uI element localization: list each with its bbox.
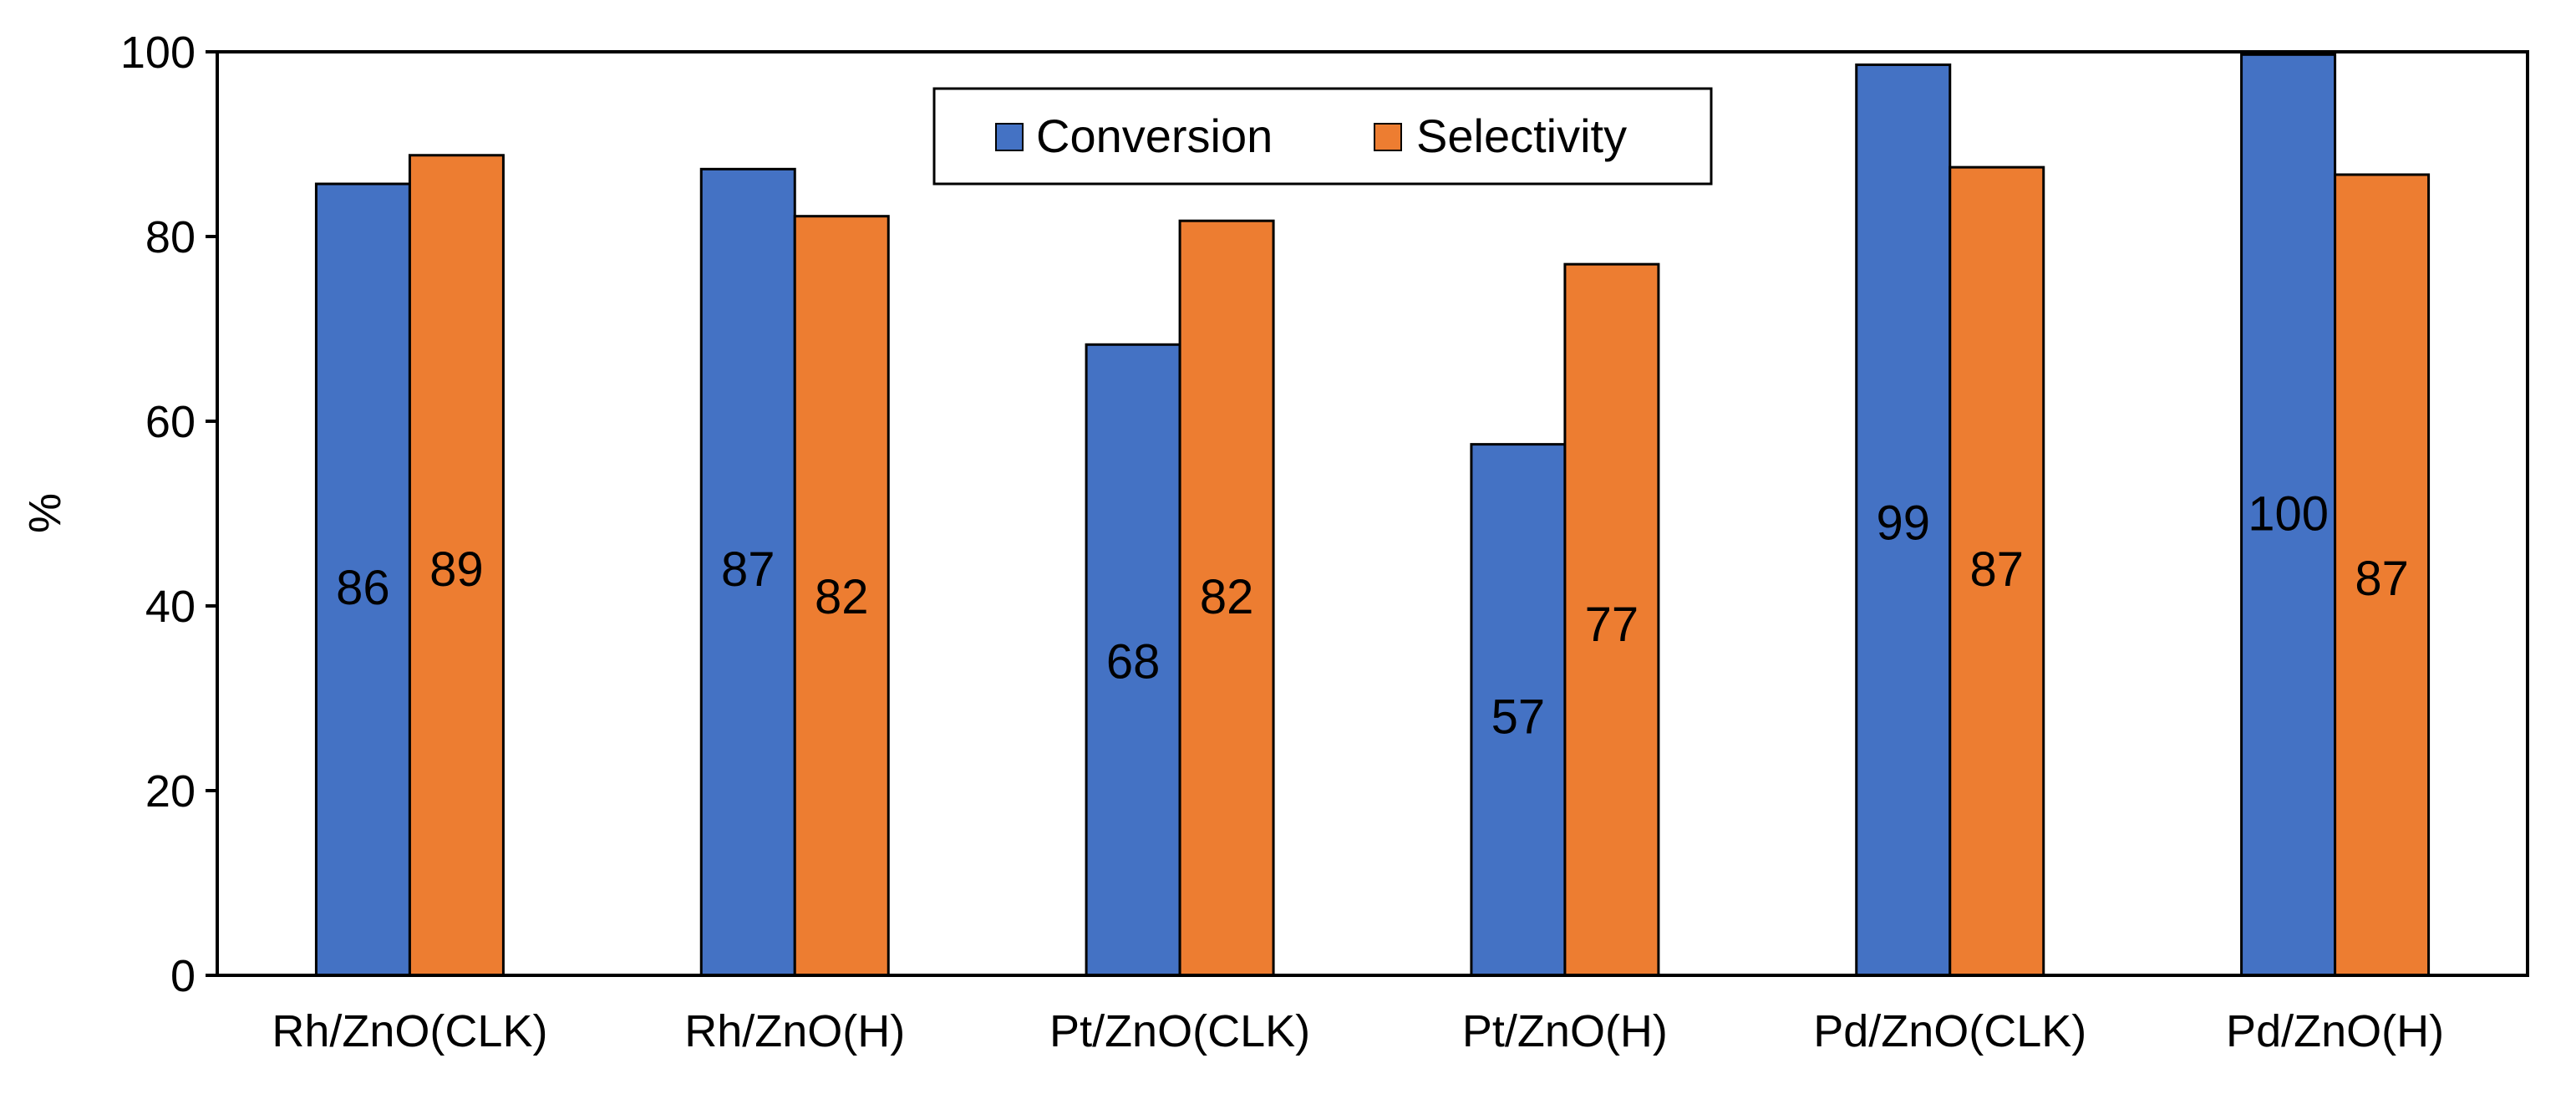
y-tick-label: 80 [145,212,196,262]
y-tick-label: 60 [145,397,196,447]
bar-selectivity-rh-zno-h [793,215,890,977]
category-label: Rh/ZnO(H) [684,1006,905,1056]
bar-selectivity-pd-zno-h [2334,173,2431,977]
legend-swatch-selectivity [1374,123,1402,151]
bar-conversion-pt-zno-h [1470,443,1567,977]
data-label-conversion-rh-zno-h: 87 [721,542,775,597]
legend-swatch-conversion [995,123,1024,151]
category-label: Rh/ZnO(CLK) [272,1006,547,1056]
data-label-selectivity-pt-zno-clk: 82 [1200,570,1254,624]
data-labels: 86 89 87 82 68 82 57 77 99 87 100 87 [336,487,2409,745]
category-label: Pt/ZnO(CLK) [1049,1006,1310,1056]
y-tick-label: 40 [145,582,196,632]
y-tick-label: 100 [120,28,196,78]
bar-selectivity-pt-zno-clk [1178,219,1275,977]
y-axis-ticks: 0 20 40 60 80 100 [120,28,217,1001]
bar-selectivity-pd-zno-clk [1949,165,2045,977]
data-label-conversion-pt-zno-clk: 68 [1106,634,1161,689]
data-label-conversion-pt-zno-h: 57 [1491,690,1546,745]
data-label-selectivity-pt-zno-h: 77 [1585,598,1639,652]
y-tick-label: 0 [170,951,196,1001]
data-label-selectivity-rh-zno-h: 82 [815,570,869,624]
data-label-conversion-pd-zno-h: 100 [2248,487,2329,542]
category-label: Pt/ZnO(H) [1462,1006,1668,1056]
category-label: Pd/ZnO(H) [2226,1006,2444,1056]
legend-box [932,87,1713,186]
y-tick-label: 20 [145,766,196,817]
bar-selectivity-rh-zno-clk [408,154,505,977]
legend: Conversion Selectivity [932,87,1713,186]
bar-conversion-pd-zno-h [2240,53,2337,977]
plot-frame [216,50,2529,977]
bars [314,53,2431,977]
data-label-conversion-rh-zno-clk: 86 [336,561,390,615]
category-label: Pd/ZnO(CLK) [1813,1006,2086,1056]
legend-label-selectivity: Selectivity [1416,109,1627,162]
data-label-selectivity-rh-zno-clk: 89 [429,542,484,597]
data-label-selectivity-pd-zno-clk: 87 [1969,542,2024,597]
legend-label-conversion: Conversion [1036,109,1273,162]
y-axis-title: % [20,493,70,533]
bar-conversion-pt-zno-clk [1085,343,1181,977]
category-labels: Rh/ZnO(CLK) Rh/ZnO(H) Pt/ZnO(CLK) Pt/ZnO(H)… [272,1006,2444,1056]
data-label-selectivity-pd-zno-h: 87 [2355,552,2409,606]
data-label-conversion-pd-zno-clk: 99 [1876,496,1930,551]
bar-selectivity-pt-zno-h [1563,262,1660,977]
